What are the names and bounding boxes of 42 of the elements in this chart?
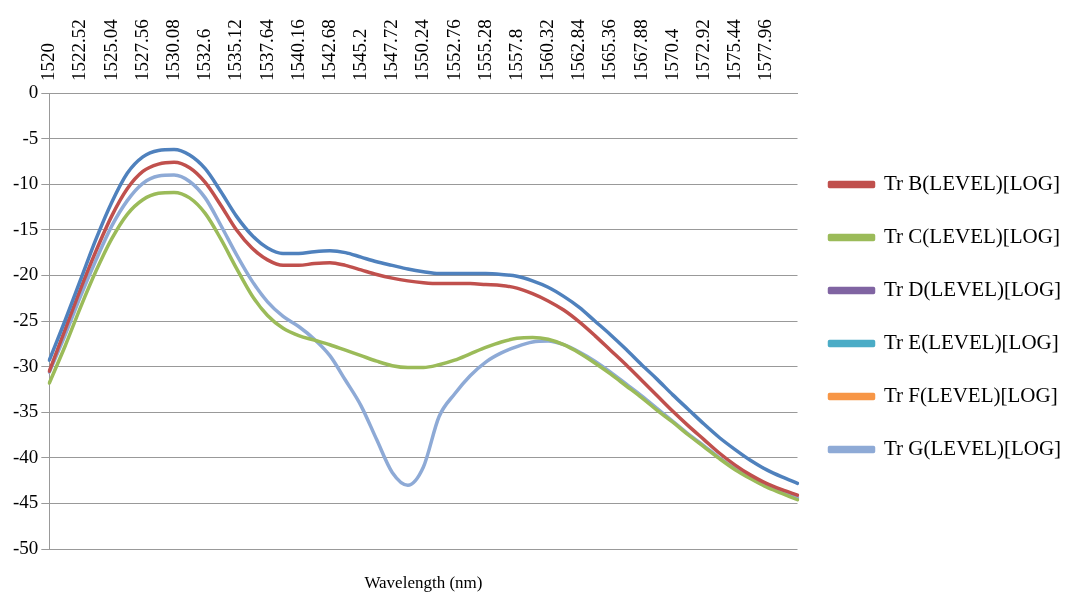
x-tick-label: 1570.4: [660, 28, 682, 81]
x-tick-label: 1537.64: [255, 18, 277, 81]
x-tick-label: 1567.88: [629, 19, 651, 81]
y-tick-label: -30: [13, 354, 39, 376]
y-tick-label: -35: [13, 400, 39, 422]
x-tick-label: 1525.04: [99, 18, 121, 81]
x-tick-label: 1575.44: [723, 18, 745, 81]
legend-label: Tr F(LEVEL)[LOG]: [884, 383, 1058, 408]
x-tick-label: 1560.32: [536, 19, 558, 81]
legend-label: Tr B(LEVEL)[LOG]: [884, 171, 1060, 196]
x-tick-label: 1547.72: [380, 19, 402, 81]
legend-label: Tr E(LEVEL)[LOG]: [884, 330, 1059, 355]
x-tick-label: 1542.68: [317, 19, 339, 81]
y-tick-label: -25: [13, 308, 39, 330]
x-axis-title: Wavelength (nm): [364, 573, 483, 593]
x-tick-label: 1555.28: [473, 19, 495, 81]
y-tick-label: -10: [13, 172, 39, 194]
x-tick-label: 1550.24: [411, 18, 433, 81]
legend-label: Tr C(LEVEL)[LOG]: [884, 224, 1060, 249]
legend-label: Tr D(LEVEL)[LOG]: [884, 277, 1062, 302]
x-tick-label: 1552.76: [442, 19, 464, 81]
y-tick-label: -40: [13, 445, 39, 467]
x-tick-label: 1540.16: [286, 19, 308, 81]
y-tick-label: -45: [13, 491, 39, 513]
x-tick-label: 1522.52: [68, 19, 90, 81]
x-tick-label: 1562.84: [567, 18, 589, 81]
y-tick-label: -20: [13, 263, 39, 285]
x-tick-label: 1572.92: [691, 19, 713, 81]
y-tick-label: 0: [28, 80, 39, 102]
x-tick-label: 1557.8: [504, 28, 526, 81]
y-tick-label: -15: [13, 217, 39, 239]
y-tick-label: -5: [22, 126, 39, 148]
x-tick-label: 1565.36: [598, 19, 620, 81]
x-tick-label: 1527.56: [130, 19, 152, 81]
x-tick-label: 1520: [37, 43, 59, 81]
x-tick-label: 1545.2: [349, 28, 371, 81]
x-tick-label: 1535.12: [224, 19, 246, 81]
x-tick-label: 1532.6: [193, 28, 215, 81]
y-tick-label: -50: [13, 536, 39, 558]
x-tick-label: 1577.96: [754, 19, 776, 81]
legend-label: Tr G(LEVEL)[LOG]: [884, 436, 1062, 461]
x-tick-label: 1530.08: [162, 19, 184, 81]
